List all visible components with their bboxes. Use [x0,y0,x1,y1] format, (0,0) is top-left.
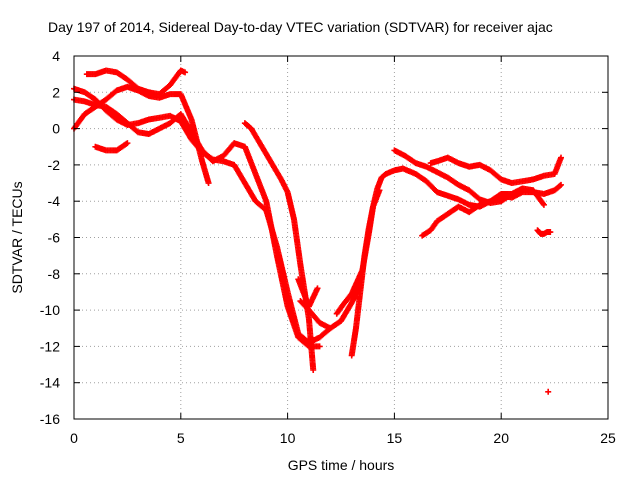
x-tick-label: 0 [70,430,78,446]
data-point [545,388,552,395]
y-tick-label: -16 [40,411,60,427]
chart-title: Day 197 of 2014, Sidereal Day-to-day VTE… [48,19,553,35]
y-tick-label: -4 [48,193,61,209]
y-tick-label: -10 [40,302,60,318]
x-tick-label: 10 [280,430,296,446]
series-track-5 [92,140,131,154]
y-tick-label: -8 [48,266,61,282]
data-point [123,140,130,147]
series-track-12 [427,154,565,187]
y-tick-label: -2 [48,157,61,173]
y-tick-label: -6 [48,230,61,246]
y-tick-label: -12 [40,338,60,354]
data-point [124,140,131,147]
series-track-13 [419,185,547,239]
data-point [314,285,321,292]
data-point [558,154,565,161]
data-point [547,229,554,236]
y-tick-label: -14 [40,375,60,391]
y-tick-label: 0 [52,121,60,137]
data-point [540,201,547,208]
data-point [182,69,189,76]
series-track-8 [297,281,364,332]
data-series [71,67,565,395]
x-tick-label: 20 [493,430,509,446]
x-tick-label: 15 [387,430,403,446]
series-track-4 [71,96,323,350]
data-point [205,180,212,187]
series-outlier [545,388,552,395]
series-track-10 [348,187,383,359]
y-tick-label: 2 [52,84,60,100]
grid-lines [74,56,608,419]
series-track-6 [241,120,317,373]
data-point [310,366,317,373]
series-track-7 [295,276,321,310]
y-tick-label: 4 [52,48,60,64]
axis-ticks: 0 5 10 15 20 25 -16 -14 -12 -10 -8 -6 -4 -2 0 2 4 [40,48,616,446]
x-axis-label: GPS time / hours [288,457,395,473]
data-point [376,187,383,194]
data-point [558,181,565,188]
data-point [316,343,323,350]
series-track-2 [83,67,189,98]
x-tick-label: 25 [600,430,616,446]
series-track-14 [534,227,554,237]
y-axis-label: SDTVAR / TECUs [9,181,25,293]
data-point [556,182,563,189]
x-tick-label: 5 [177,430,185,446]
